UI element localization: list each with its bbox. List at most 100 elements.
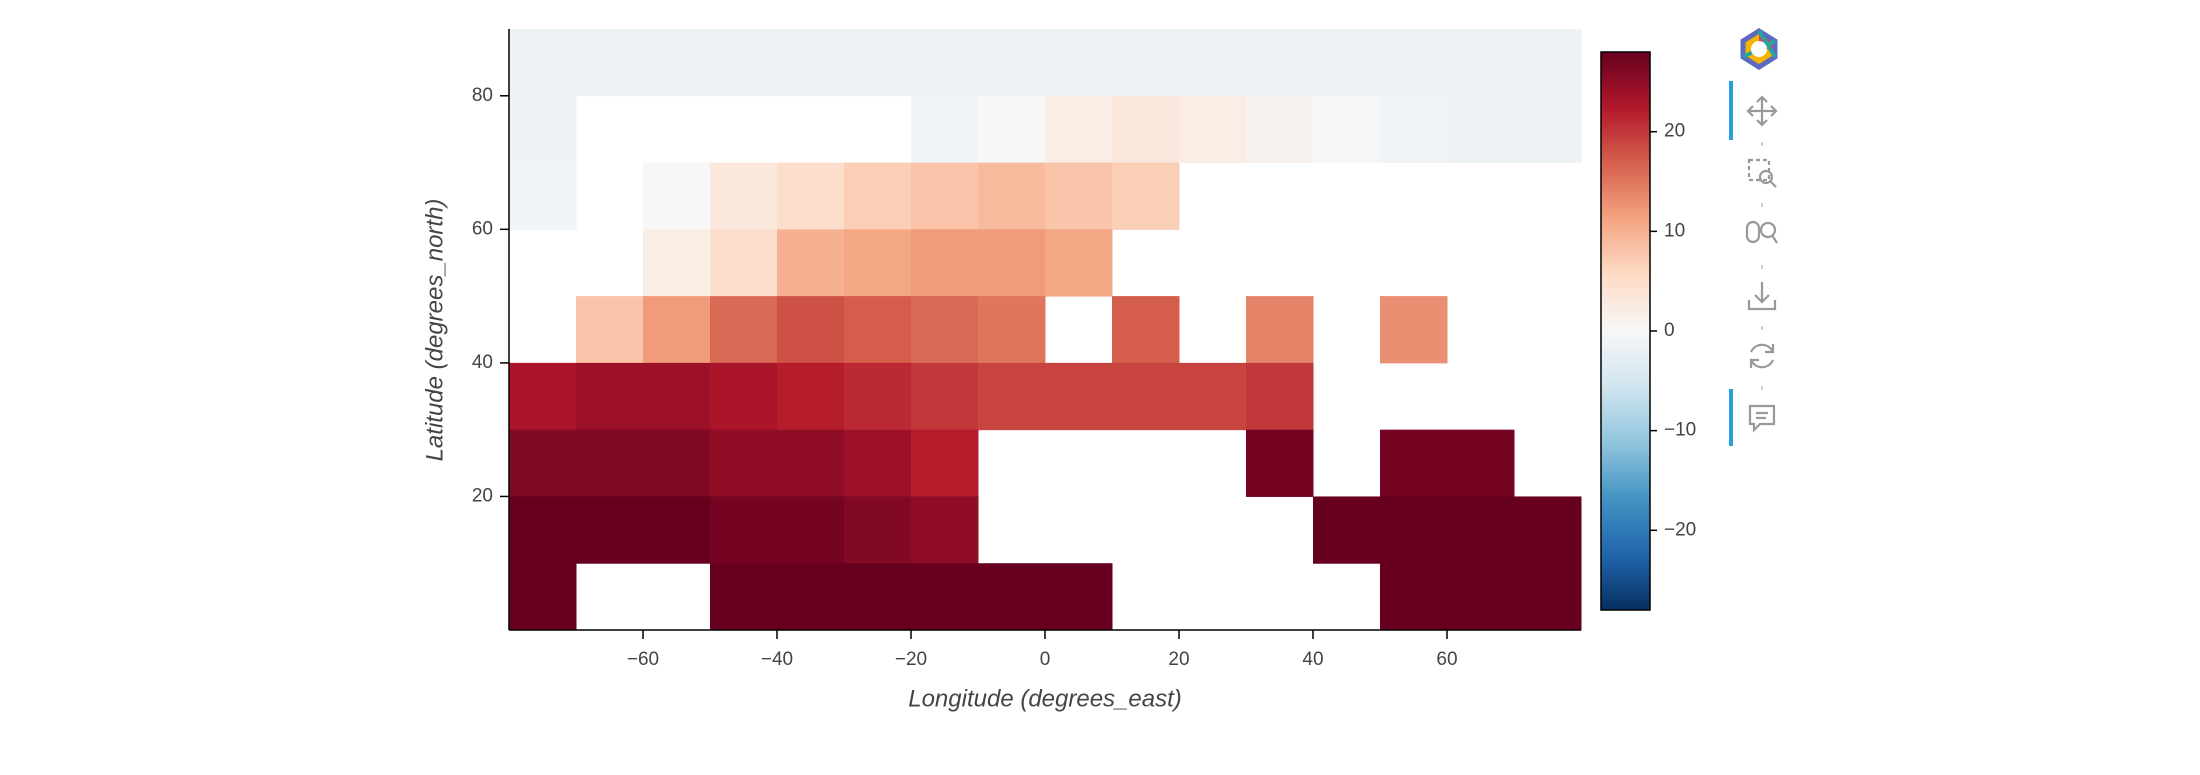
reset-tool[interactable] — [1749, 343, 1775, 369]
heat-cell — [1045, 229, 1113, 297]
x-tick-label: 20 — [1168, 649, 1189, 670]
heat-cell — [978, 29, 1046, 97]
heat-cell — [509, 29, 577, 97]
colorbar-tick-label: −10 — [1664, 420, 1696, 441]
heat-cell — [1514, 563, 1582, 631]
heat-cell — [911, 429, 979, 497]
x-tick-label: −60 — [627, 649, 659, 670]
heat-cell — [777, 429, 845, 497]
toolbar — [1729, 28, 1778, 446]
box-zoom-tool[interactable] — [1747, 158, 1777, 188]
heat-cell — [710, 496, 778, 564]
heat-cell — [844, 229, 912, 297]
active-indicator — [1729, 389, 1733, 446]
heat-cell — [1179, 362, 1247, 431]
y-tick-label: 60 — [472, 218, 493, 239]
heat-cell — [911, 29, 979, 97]
heat-cell — [1447, 429, 1515, 497]
heat-cell — [1246, 29, 1314, 97]
heat-cell — [844, 162, 912, 230]
x-axis-label: Longitude (degrees_east) — [908, 685, 1182, 712]
colorbar — [1600, 51, 1651, 611]
heat-cell — [576, 429, 644, 497]
heat-cell — [978, 229, 1046, 297]
heat-cell — [844, 429, 912, 497]
heat-cell — [1045, 162, 1113, 230]
heat-cell — [777, 496, 845, 564]
heat-cell — [777, 29, 845, 97]
heat-cell — [911, 95, 979, 164]
heat-cell — [1380, 429, 1448, 497]
logo[interactable] — [1740, 28, 1778, 70]
heat-cell — [576, 362, 644, 431]
x-tick-label: −40 — [761, 649, 793, 670]
heat-cell — [911, 296, 979, 364]
heat-cell — [1447, 29, 1515, 97]
save-tool[interactable] — [1747, 282, 1777, 311]
colorbar-tick-label: −20 — [1664, 519, 1696, 540]
heat-cell — [643, 296, 711, 364]
heat-cell — [1380, 95, 1448, 164]
heat-cell — [1179, 95, 1247, 164]
colorbar-tick-label: 20 — [1664, 121, 1685, 142]
heat-cell — [1380, 296, 1448, 364]
heat-cell — [1246, 362, 1314, 431]
heat-cell — [643, 429, 711, 497]
heat-cell — [1313, 95, 1381, 164]
heat-cell — [911, 563, 979, 631]
heat-cell — [509, 429, 577, 497]
heat-cell — [643, 496, 711, 564]
heat-cell — [1179, 29, 1247, 97]
heat-cell — [777, 162, 845, 230]
heat-cell — [1112, 29, 1180, 97]
active-indicator — [1729, 81, 1733, 140]
heat-cell — [710, 563, 778, 631]
hover-tool[interactable] — [1748, 404, 1776, 433]
heat-cell — [1112, 95, 1180, 164]
heat-cell — [643, 229, 711, 297]
heat-cell — [1313, 496, 1381, 564]
colorbar-tick-label: 0 — [1664, 320, 1675, 341]
heat-cell — [777, 229, 845, 297]
heat-cell — [710, 29, 778, 97]
wheel-zoom-tool[interactable] — [1745, 220, 1778, 244]
heat-cell — [1380, 29, 1448, 97]
heat-cell — [978, 95, 1046, 164]
heat-cell — [509, 95, 577, 164]
heat-cell — [844, 496, 912, 564]
heat-cell — [1447, 496, 1515, 564]
heat-cell — [1045, 95, 1113, 164]
x-tick-label: 0 — [1040, 649, 1051, 670]
heat-cell — [710, 362, 778, 431]
heat-cell — [777, 296, 845, 364]
heat-cell — [1246, 95, 1314, 164]
heat-cell — [978, 362, 1046, 431]
heat-cell — [1045, 362, 1113, 431]
heat-cell — [844, 362, 912, 431]
heat-cell — [978, 563, 1046, 631]
heat-cell — [576, 296, 644, 364]
pan-tool[interactable] — [1746, 95, 1778, 127]
heat-cell — [911, 229, 979, 297]
heat-cell — [643, 162, 711, 230]
heat-cell — [1514, 95, 1582, 164]
y-tick-label: 80 — [472, 85, 493, 106]
heat-cell — [1246, 296, 1314, 364]
x-tick-label: 40 — [1302, 649, 1323, 670]
heat-cell — [643, 29, 711, 97]
heat-cell — [576, 496, 644, 564]
heat-cell — [777, 563, 845, 631]
y-axis-label: Latitude (degrees_north) — [421, 199, 448, 462]
heat-cell — [1380, 563, 1448, 631]
heat-cell — [911, 496, 979, 564]
heat-cell — [1045, 29, 1113, 97]
heat-cell — [1112, 162, 1180, 230]
heat-cell — [509, 362, 577, 431]
heat-cell — [1447, 563, 1515, 631]
heat-cell — [844, 296, 912, 364]
heat-cell — [509, 496, 577, 564]
x-tick-label: 60 — [1436, 649, 1457, 670]
y-tick-label: 40 — [472, 352, 493, 373]
heat-cell — [911, 162, 979, 230]
heat-cell — [710, 229, 778, 297]
